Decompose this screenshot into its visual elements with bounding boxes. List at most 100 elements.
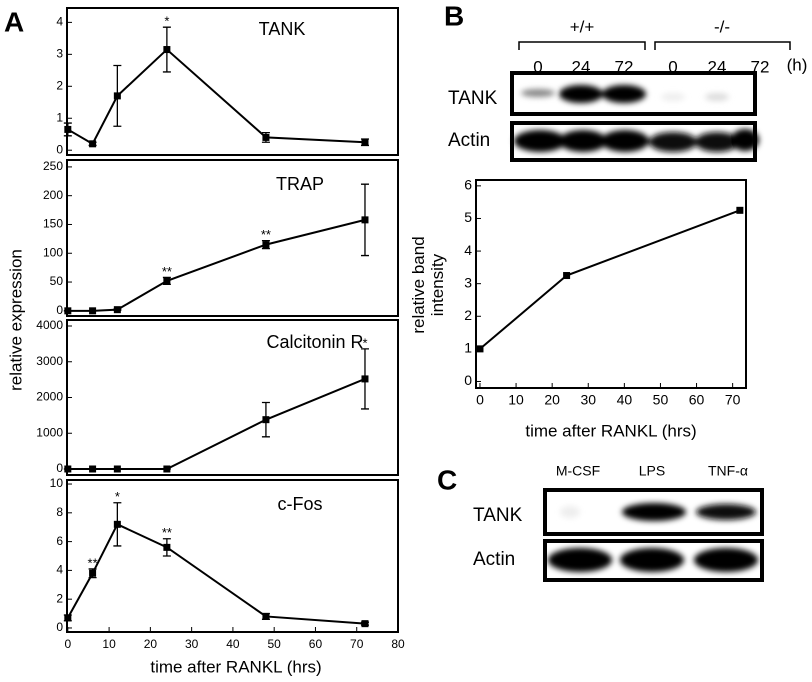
chart-title: TANK [259,19,306,39]
data-point [262,612,270,620]
blot-image [543,488,764,582]
y-tick-label: 8 [56,505,63,519]
x-tick-label: 60 [689,392,705,408]
y-tick-label: 50 [50,274,64,288]
data-point [361,375,369,383]
lane-label: 0 [668,57,677,76]
y-tick-label: 4000 [36,318,63,332]
data-point [163,465,171,473]
x-tick-label: 50 [653,392,669,408]
y-tick-label: 2 [56,78,63,92]
chart-title: TRAP [276,174,324,194]
data-line [67,218,366,312]
lane-label: TNF-α [708,463,748,479]
data-line [479,209,741,350]
lane-label: M-CSF [556,463,600,479]
x-tick-label: 10 [508,392,524,408]
y-tick-label: 0 [56,142,63,156]
annotation: ** [261,227,271,242]
x-tick-label: 30 [580,392,596,408]
y-tick-label: 0 [464,372,472,388]
data-point [89,569,97,577]
genotype-label: -/- [714,17,730,36]
x-tick-label: 0 [476,392,484,408]
plot-frame [66,159,399,317]
data-point [64,125,72,133]
data-point [736,206,744,214]
y-axis-label: relative expression [6,249,25,391]
blot-image [510,71,759,162]
row-label: Actin [473,549,515,570]
row-label: TANK [448,88,498,109]
data-point [64,614,72,622]
data-line [67,48,366,146]
y-tick-label: 1 [464,340,472,356]
x-tick-label: 30 [185,637,199,651]
data-point [89,307,97,315]
x-tick-label: 70 [725,392,741,408]
x-axis-label: time after RANKL (hrs) [525,421,696,440]
x-tick-label: 20 [544,392,560,408]
unit-label: (h) [787,55,808,74]
y-tick-label: 4 [56,563,63,577]
y-tick-label: 1 [56,110,63,124]
x-tick-label: 20 [144,637,158,651]
data-point [113,465,121,473]
data-point [163,543,171,551]
data-point [64,307,72,315]
y-tick-label: 2 [56,591,63,605]
data-point [113,520,121,528]
y-tick-label: 4 [464,242,472,258]
lane-label: LPS [639,463,665,479]
y-tick-label: 100 [43,245,63,259]
data-point [113,92,121,100]
y-tick-label: 6 [56,534,63,548]
data-line [66,523,366,625]
data-point [89,140,97,148]
y-tick-label: 0 [56,620,63,634]
x-tick-label: 60 [309,637,323,651]
data-point [163,46,171,54]
y-tick-label: 5 [464,209,472,225]
y-tick-label: 250 [43,159,63,173]
plot-frame [475,179,747,389]
y-tick-label: 3 [464,274,472,290]
x-tick-label: 10 [102,637,116,651]
data-point [361,620,369,628]
y-axis-label: relative band intensity [409,236,447,334]
plot-frame [66,7,399,156]
data-point [262,133,270,141]
annotation: ** [162,525,172,540]
y-tick-label: 6 [464,177,472,193]
y-tick-label: 3 [56,47,63,61]
annotation: * [115,489,120,504]
data-point [163,277,171,285]
data-point [361,138,369,146]
lane-label: 0 [533,57,542,76]
y-tick-label: 0 [56,303,63,317]
data-point [89,465,97,473]
annotation: * [164,14,169,29]
annotation: * [362,335,367,350]
x-tick-label: 40 [226,637,240,651]
data-point [262,241,270,249]
panel-label: C [437,464,457,495]
data-point [476,345,484,353]
annotation: ** [88,555,98,570]
y-tick-label: 200 [43,188,63,202]
data-line [67,377,366,470]
y-tick-label: 0 [56,461,63,475]
x-tick-label: 50 [268,637,282,651]
row-label: Actin [448,130,490,151]
blot-header [518,41,791,50]
x-tick-label: 80 [391,637,405,651]
y-tick-label: 4 [56,15,63,29]
y-tick-label: 2000 [36,390,63,404]
x-tick-label: 40 [617,392,633,408]
genotype-label: +/+ [570,17,595,36]
chart-title: c-Fos [278,494,323,514]
annotation: ** [162,264,172,279]
y-tick-label: 1000 [36,425,63,439]
